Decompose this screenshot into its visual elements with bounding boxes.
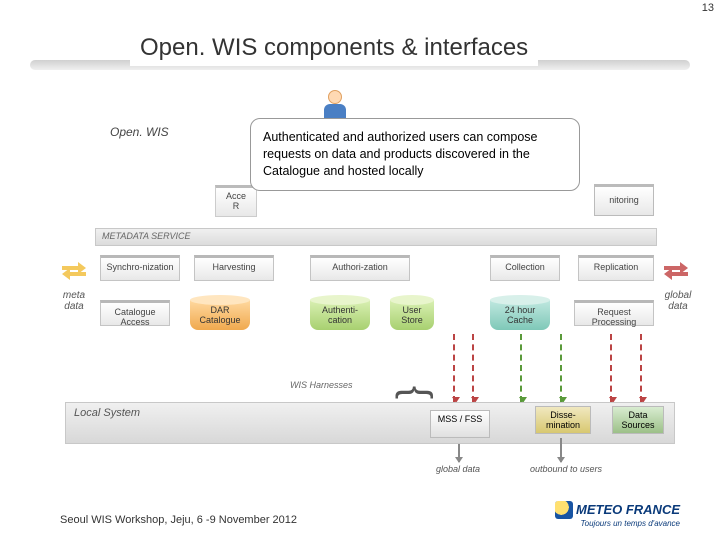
dar-catalogue-cylinder: DARCatalogue <box>190 298 250 332</box>
global-data-label: globaldata <box>658 290 698 312</box>
request-processing-box: RequestProcessing <box>574 300 654 326</box>
brace-icon: { <box>394 386 439 399</box>
meteo-france-logo: METEO FRANCE Toujours un temps d'avance <box>555 501 680 528</box>
page-title: Open. WIS components & interfaces <box>130 30 538 66</box>
access-box-partial: AcceR <box>215 185 257 217</box>
local-system-label: Local System <box>74 407 140 419</box>
collection-box: Collection <box>490 255 560 281</box>
monitoring-box-partial: nitoring <box>594 184 654 216</box>
meta-data-label: metadata <box>54 290 94 312</box>
connector <box>458 444 460 462</box>
connector <box>640 334 642 402</box>
outbound-label: outbound to users <box>530 464 602 474</box>
connector <box>453 334 455 402</box>
global-data-bottom-label: global data <box>436 464 480 474</box>
user-store-cylinder: UserStore <box>390 298 434 332</box>
dissemination-box: Disse-mination <box>535 406 591 434</box>
catalogue-access-box: CatalogueAccess <box>100 300 170 326</box>
wis-harnesses-label: WIS Harnesses <box>290 380 353 390</box>
connector <box>472 334 474 402</box>
metadata-service-bar: METADATA SERVICE <box>95 228 657 246</box>
connector <box>520 334 522 402</box>
connector <box>560 438 562 462</box>
page-number: 13 <box>702 2 714 14</box>
openwis-label: Open. WIS <box>110 125 169 139</box>
global-arrows-icon <box>662 260 690 282</box>
harvest-box: Harvesting <box>194 255 274 281</box>
mss-fss-box: MSS / FSS <box>430 410 490 438</box>
footer-text: Seoul WIS Workshop, Jeju, 6 -9 November … <box>60 514 297 526</box>
meta-arrows-icon <box>60 260 88 282</box>
replication-box: Replication <box>578 255 654 281</box>
data-sources-box: DataSources <box>612 406 664 434</box>
connector <box>610 334 612 402</box>
connector <box>560 334 562 402</box>
authz-box: Authori-zation <box>310 255 410 281</box>
logo-sun-icon <box>555 501 573 519</box>
logo-name: METEO FRANCE <box>576 502 680 517</box>
callout-box: Authenticated and authorized users can c… <box>250 118 580 191</box>
logo-tagline: Toujours un temps d'avance <box>555 519 680 528</box>
cache-cylinder: 24 hourCache <box>490 298 550 332</box>
authentication-cylinder: Authenti-cation <box>310 298 370 332</box>
sync-box: Synchro-nization <box>100 255 180 281</box>
